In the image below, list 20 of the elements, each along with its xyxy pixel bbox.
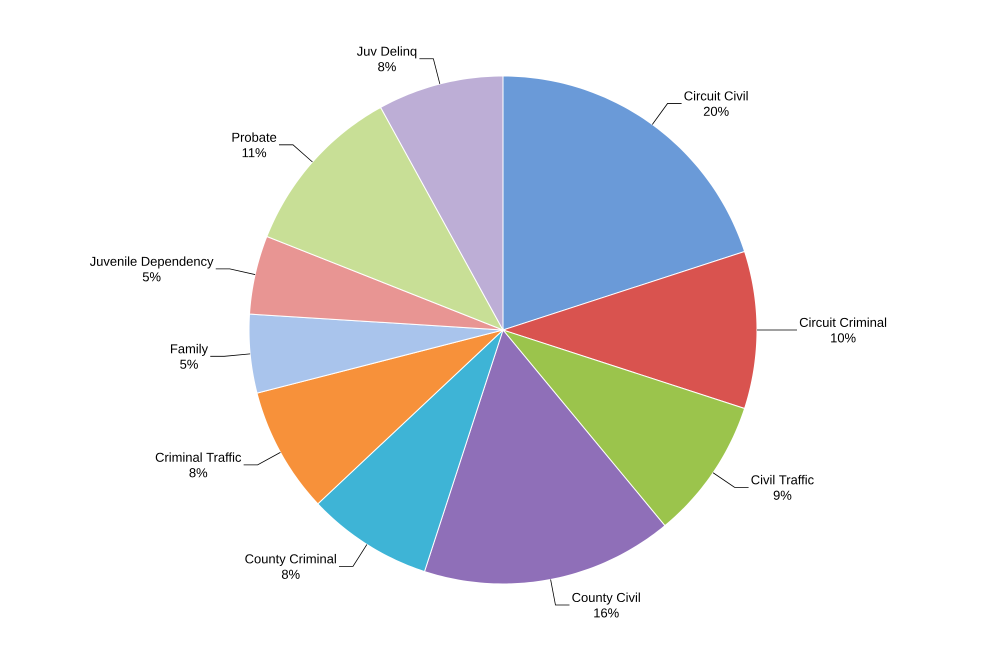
- data-label: 5%: [142, 272, 161, 282]
- data-label: 5%: [180, 360, 198, 369]
- slice-label: Criminal Traffic: [156, 452, 242, 462]
- slice-label: Juv Delinq: [356, 46, 416, 58]
- data-label: 8%: [189, 468, 208, 478]
- slice-label: County Civil: [572, 592, 640, 605]
- data-label: 8%: [378, 62, 396, 72]
- data-label: 20%: [704, 106, 729, 116]
- slice-label: Circuit Criminal: [800, 318, 886, 328]
- data-label: 11%: [242, 148, 266, 158]
- data-label: 8%: [282, 570, 300, 579]
- data-label: 9%: [774, 490, 792, 500]
- data-label: 10%: [831, 333, 856, 342]
- slice-label: County Criminal: [245, 554, 336, 566]
- slice-label: Circuit Civil: [684, 90, 748, 100]
- slice-label: Civil Traffic: [751, 474, 814, 484]
- slice-label: Probate: [232, 132, 276, 142]
- slice-label: Family: [170, 344, 208, 356]
- slice-label: Juvenile Dependency: [90, 256, 214, 268]
- data-label: 16%: [594, 608, 619, 618]
